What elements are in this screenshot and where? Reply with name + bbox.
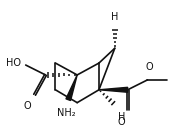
Text: O: O — [146, 62, 153, 72]
Text: O: O — [118, 116, 125, 127]
Polygon shape — [66, 75, 77, 100]
Text: HO: HO — [6, 58, 21, 68]
Text: H: H — [111, 12, 118, 22]
Text: O: O — [23, 101, 31, 111]
Text: H: H — [118, 112, 125, 122]
Polygon shape — [99, 87, 128, 92]
Text: NH₂: NH₂ — [57, 108, 76, 118]
